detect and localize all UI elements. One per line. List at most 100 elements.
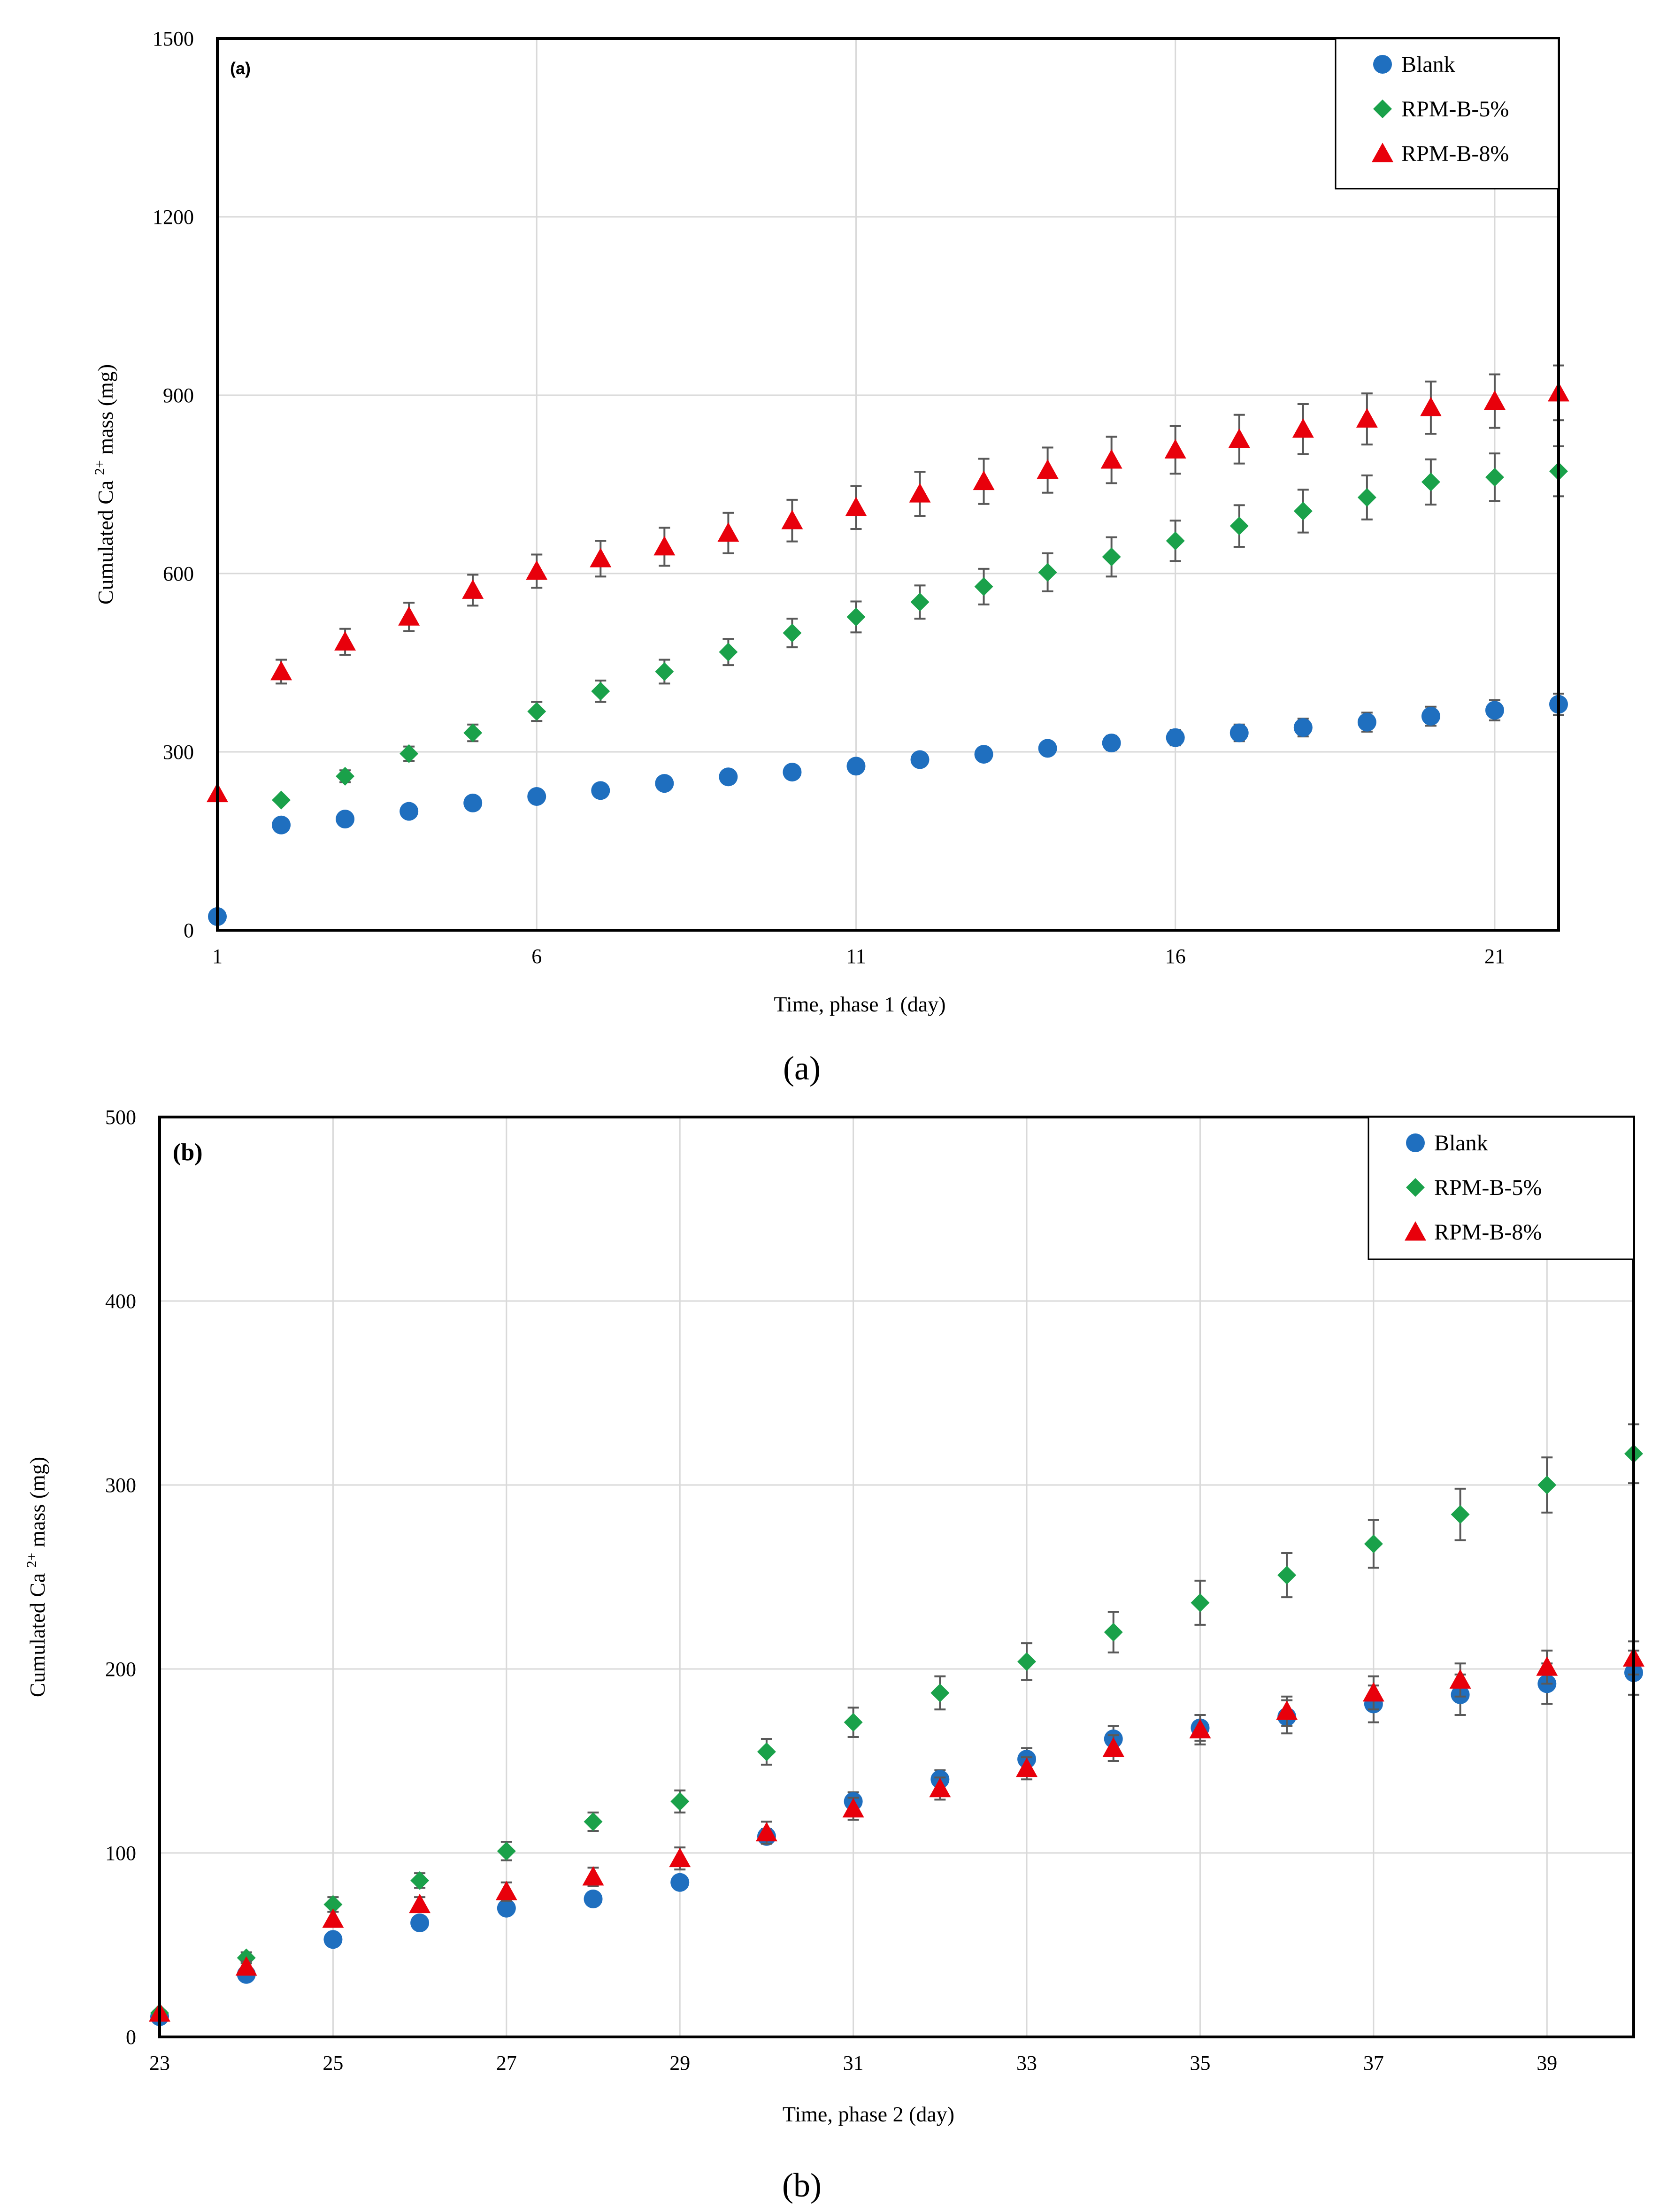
point-circle (719, 767, 738, 787)
legend-marker-diamond (1406, 1178, 1425, 1197)
point-triangle (781, 510, 803, 529)
point-diamond (655, 662, 674, 681)
point-triangle (1037, 459, 1059, 479)
point-triangle (409, 1893, 431, 1913)
point-diamond (757, 1742, 776, 1761)
y-axis-title-part: Cumulated Ca (25, 1568, 49, 1697)
point-triangle (526, 560, 548, 580)
y-axis-title-part: Cumulated Ca (93, 475, 117, 605)
point-diamond (1364, 1534, 1383, 1554)
x-tick-label: 39 (1537, 2051, 1557, 2074)
point-circle (974, 745, 993, 764)
point-triangle (909, 483, 931, 503)
x-axis-title: Time, phase 2 (day) (783, 2102, 954, 2126)
legend-marker-triangle (1405, 1221, 1426, 1241)
y-tick-label: 600 (163, 562, 194, 585)
point-triangle (1362, 1682, 1384, 1702)
point-circle (1485, 701, 1504, 720)
legend-marker-circle (1373, 55, 1392, 74)
x-tick-label: 23 (149, 2051, 170, 2074)
point-triangle (322, 1908, 344, 1928)
y-tick-label: 0 (184, 919, 194, 942)
legend-box (1335, 38, 1560, 190)
point-triangle (669, 1847, 691, 1868)
legend: Blank RPM-B-5% RPM-B-8% (1368, 1116, 1635, 1260)
point-diamond (527, 702, 546, 721)
point-triangle (235, 1956, 257, 1976)
y-axis-title: Cumulated Ca 2+ mass (mg) (92, 364, 117, 605)
legend-marker-diamond (1373, 100, 1392, 118)
legend-label: RPM-B-5% (1401, 97, 1509, 122)
point-circle (463, 793, 483, 812)
y-tick-label: 900 (163, 384, 194, 407)
point-diamond (910, 592, 930, 612)
legend-label: Blank (1401, 52, 1455, 77)
legend-label: Blank (1434, 1131, 1488, 1156)
point-diamond (1166, 531, 1185, 551)
legend-marker-triangle (1372, 143, 1393, 162)
point-diamond (844, 1713, 863, 1732)
y-tick-label: 1200 (153, 206, 194, 229)
point-diamond (463, 723, 483, 742)
point-triangle (1100, 449, 1122, 469)
point-triangle (270, 661, 292, 681)
legend: Blank RPM-B-5% RPM-B-8% (1335, 38, 1560, 190)
point-triangle (1420, 397, 1442, 416)
figure-caption: (a) (783, 1049, 821, 1087)
point-diamond (974, 577, 993, 596)
chart-b: 23 25 27 29 31 33 35 37 39 0 100 200 300 400 500 Time, … (24, 1106, 1644, 2204)
point-circle (670, 1873, 690, 1892)
legend-label: RPM-B-8% (1434, 1220, 1542, 1245)
point-diamond (1104, 1623, 1123, 1642)
point-diamond (783, 623, 802, 643)
point-circle (1421, 707, 1440, 726)
y-axis-title: Cumulated Ca 2+ mass (mg) (24, 1457, 49, 1697)
point-diamond (1229, 516, 1249, 536)
point-triangle (590, 548, 612, 567)
x-tick-label: 31 (843, 2051, 864, 2074)
point-triangle (717, 522, 739, 542)
x-axis-title: Time, phase 1 (day) (774, 992, 945, 1016)
y-axis-title-superscript: 2+ (24, 1553, 39, 1568)
point-diamond (846, 607, 866, 627)
point-diamond (400, 744, 419, 763)
point-triangle (973, 470, 995, 490)
point-circle (1357, 712, 1376, 732)
point-diamond (336, 766, 355, 786)
legend-marker-circle (1406, 1133, 1425, 1152)
point-diamond (1293, 502, 1313, 520)
point-diamond (1537, 1476, 1557, 1494)
point-triangle (1356, 408, 1378, 428)
point-circle (1038, 739, 1057, 758)
x-tick-label: 21 (1484, 945, 1505, 968)
x-tick-label: 6 (531, 945, 542, 968)
point-circle (336, 810, 355, 829)
point-diamond (1102, 547, 1121, 566)
point-triangle (495, 1881, 517, 1900)
point-triangle (1276, 1700, 1298, 1720)
x-tick-label: 1 (212, 945, 223, 968)
point-circle (910, 750, 930, 769)
point-circle (410, 1913, 430, 1932)
point-triangle (1102, 1737, 1124, 1757)
point-circle (846, 757, 866, 776)
point-circle (783, 763, 802, 782)
point-diamond (1451, 1505, 1470, 1524)
point-triangle (398, 606, 420, 626)
figure-caption: (b) (782, 2166, 822, 2204)
point-circle (1102, 734, 1121, 752)
point-triangle (929, 1777, 951, 1798)
series-RPM-B-8% (207, 364, 1569, 803)
panel-label: (a) (230, 59, 251, 78)
point-triangle (1483, 390, 1506, 410)
point-triangle (334, 631, 356, 651)
point-circle (400, 802, 419, 821)
point-diamond (1038, 563, 1057, 582)
point-diamond (323, 1895, 343, 1914)
point-diamond (1485, 467, 1504, 487)
panel-label: (b) (173, 1139, 203, 1166)
point-triangle (1016, 1757, 1038, 1777)
point-triangle (755, 1822, 777, 1842)
